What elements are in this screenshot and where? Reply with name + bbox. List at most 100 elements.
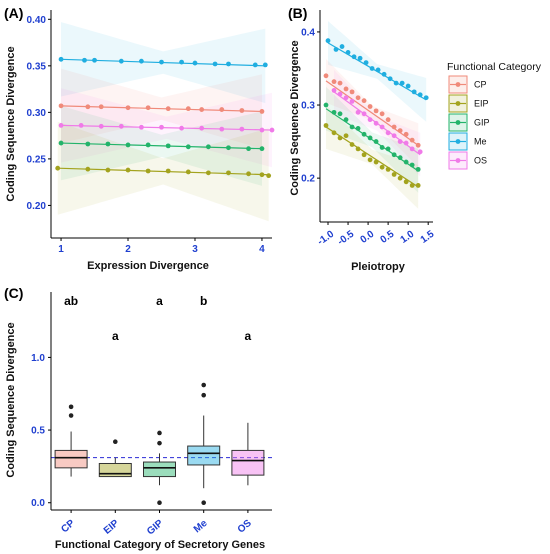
- panel-b-point-cp: [343, 86, 349, 92]
- panel-a-point-cp: [58, 103, 64, 109]
- panel-b-x-tick-label: -0.5: [336, 229, 357, 248]
- panel-a-point-os: [98, 123, 104, 129]
- panel-c-x-tick-label: Me: [192, 518, 210, 536]
- panel-b-point-os: [331, 88, 337, 93]
- panel-b-point-cp: [397, 128, 403, 134]
- panel-c-y-tick-label: 0.0: [31, 498, 45, 509]
- panel-a-fit-line-eip: [57, 167, 269, 176]
- box-outlier-me: [201, 392, 206, 398]
- panel-a-point-cp: [199, 107, 205, 112]
- panel-a-point-eip: [105, 167, 111, 173]
- panel-a-point-eip: [85, 166, 91, 172]
- panel-b-point-me: [375, 67, 381, 73]
- panel-a-point-eip: [266, 173, 272, 179]
- panel-c-x-tick-label: GIP: [145, 518, 166, 538]
- panel-b-point-os: [403, 140, 409, 146]
- panel-a-point-eip: [185, 169, 191, 175]
- panel-b-point-me: [351, 54, 357, 60]
- panel-b-point-cp: [337, 80, 343, 86]
- panel-a-point-eip: [205, 170, 211, 176]
- panel-a-y-tick-label: 0.25: [27, 154, 47, 165]
- panel-b-x-tick-label: 1.0: [399, 229, 417, 246]
- panel-a-point-os: [269, 127, 275, 133]
- panel-b-point-gip: [397, 155, 403, 161]
- panel-a-point-me: [262, 62, 268, 68]
- panel-b-point-eip: [331, 130, 337, 136]
- panel-a-point-cp: [165, 106, 171, 112]
- panel-c-label: (C): [4, 285, 23, 301]
- panel-b-point-eip: [361, 152, 367, 158]
- panel-b-point-os: [367, 117, 373, 123]
- panel-b-point-cp: [349, 89, 355, 95]
- panel-b-fit-line-gip: [325, 108, 419, 172]
- panel-b-point-cp: [379, 111, 385, 117]
- panel-b-point-os: [373, 120, 379, 126]
- panel-a-point-me: [58, 56, 64, 62]
- panel-b-point-os: [385, 130, 391, 136]
- panel-b-point-me: [333, 47, 339, 52]
- panel-a-label: (A): [4, 5, 23, 21]
- panel-b-point-me: [369, 66, 375, 71]
- panel-a-point-os: [239, 126, 245, 132]
- panel-b-y-tick-label: 0.2: [301, 174, 315, 185]
- panel-b-point-cp: [391, 124, 397, 130]
- panel-b-x-label: Pleiotropy: [351, 261, 406, 273]
- panel-a-point-os: [219, 126, 225, 132]
- panel-a-point-gip: [205, 144, 211, 150]
- panel-b-point-os: [391, 133, 397, 139]
- significance-letter-me: b: [200, 294, 207, 308]
- panel-a-point-me: [179, 59, 184, 65]
- panel-a-point-gip: [145, 142, 151, 148]
- legend-key-dot-os: [455, 158, 461, 163]
- panel-b-point-me: [399, 80, 405, 86]
- panel-a-point-os: [118, 123, 124, 129]
- panel-b-point-os: [355, 109, 361, 115]
- panel-b-point-cp: [415, 142, 421, 148]
- panel-a-x-tick-label: 2: [125, 244, 131, 255]
- panel-a-point-gip: [259, 146, 265, 152]
- panel-b-point-gip: [409, 162, 415, 168]
- panel-c-y-tick-label: 1.0: [31, 353, 45, 364]
- panel-a-point-me: [252, 62, 258, 68]
- panel-b-point-os: [361, 111, 367, 117]
- panel-b-point-gip: [331, 109, 337, 115]
- panel-b-point-eip: [391, 172, 397, 177]
- panel-b-point-cp: [403, 131, 409, 137]
- panel-a-ticks: 1 2 3 4 0.20 0.25 0.30 0.35 0.40: [27, 15, 266, 255]
- panel-a-confidence-bands: [57, 22, 272, 222]
- panel-b-point-eip: [397, 175, 403, 181]
- panel-b-point-gip: [403, 159, 409, 165]
- panel-b-point-gip: [355, 126, 361, 131]
- panel-b-point-cp: [331, 79, 337, 85]
- panel-b-point-gip: [391, 152, 397, 158]
- panel-a-point-me: [212, 61, 218, 67]
- panel-b-point-os: [417, 149, 423, 155]
- legend-items: CP EIP GIP Me OS: [448, 75, 490, 170]
- panel-a-x-tick-label: 1: [58, 244, 64, 255]
- panel-b-point-me: [357, 55, 363, 61]
- panel-a-point-cp: [239, 108, 245, 113]
- panel-b-y-tick-label: 0.4: [301, 27, 315, 38]
- panel-a-point-eip: [125, 167, 131, 173]
- panel-a-point-eip: [55, 165, 61, 171]
- panel-a-point-me: [192, 60, 198, 66]
- panel-b-label: (B): [288, 5, 307, 21]
- panel-a-point-os: [199, 125, 205, 131]
- panel-b-point-cp: [367, 104, 373, 109]
- panel-b-point-me: [339, 44, 345, 49]
- panel-a-point-eip: [246, 171, 251, 177]
- panel-a-point-me: [226, 61, 231, 67]
- panel-a-point-eip: [165, 168, 171, 174]
- legend-label-cp: CP: [474, 80, 487, 90]
- box-outlier-gip: [157, 500, 162, 506]
- panel-b-point-os: [409, 146, 415, 152]
- significance-letter-cp: ab: [64, 294, 78, 308]
- box-outlier-cp: [68, 404, 74, 410]
- panel-c-y-label: Coding Sequence Divergence: [5, 322, 17, 477]
- box-os: [231, 449, 265, 476]
- legend-title: Functional Category: [447, 61, 542, 73]
- panel-b-point-cp: [355, 95, 361, 101]
- panel-b-point-eip: [355, 146, 361, 152]
- panel-a-point-gip: [125, 142, 131, 148]
